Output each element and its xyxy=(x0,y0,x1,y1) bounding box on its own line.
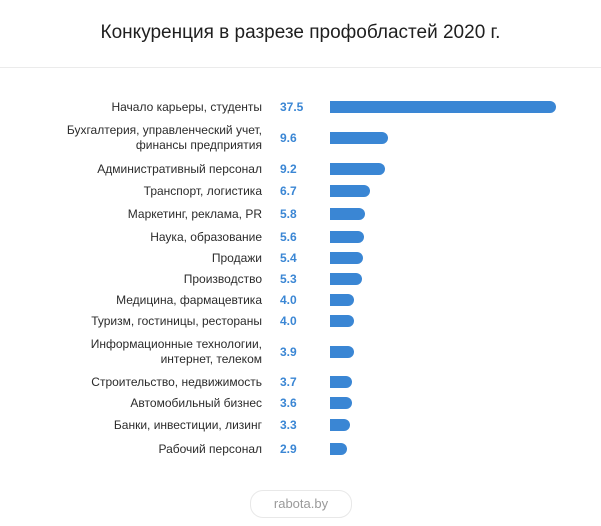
bar xyxy=(330,252,363,264)
category-label: Начало карьеры, студенты xyxy=(40,100,262,115)
category-label-line: Рабочий персонал xyxy=(158,441,262,456)
category-label: Производство xyxy=(40,272,262,287)
value-label: 2.9 xyxy=(280,441,297,456)
category-label: Банки, инвестиции, лизинг xyxy=(40,418,262,433)
category-label-line: Транспорт, логистика xyxy=(143,183,262,198)
bar xyxy=(330,132,388,144)
source-label: rabota.by xyxy=(250,490,352,518)
category-label-line: Продажи xyxy=(211,250,262,265)
value-label: 5.6 xyxy=(280,229,297,244)
value-label: 37.5 xyxy=(280,99,304,114)
value-label: 9.2 xyxy=(280,161,297,176)
category-label-line: Производство xyxy=(183,271,262,286)
value-label: 3.7 xyxy=(280,374,297,389)
category-label-line: Банки, инвестиции, лизинг xyxy=(113,417,262,432)
bar xyxy=(330,231,364,243)
category-label: Транспорт, логистика xyxy=(40,184,262,199)
category-label-line: Туризм, гостиницы, рестораны xyxy=(91,313,262,328)
category-label: Продажи xyxy=(40,251,262,266)
value-label: 3.9 xyxy=(280,344,297,359)
category-label-line: Информационные технологии, xyxy=(90,337,262,351)
category-label-line: Наука, образование xyxy=(150,229,262,244)
category-label: Медицина, фармацевтика xyxy=(40,293,262,308)
value-label: 5.4 xyxy=(280,250,297,265)
value-label: 9.6 xyxy=(280,130,297,145)
category-label-line: интернет, телеком xyxy=(160,352,262,366)
category-label-line: Медицина, фармацевтика xyxy=(116,292,262,307)
category-label: Рабочий персонал xyxy=(40,442,262,457)
title-divider xyxy=(0,67,601,68)
category-label-line: Бухгалтерия, управленческий учет, xyxy=(66,123,262,137)
category-label-line: Начало карьеры, студенты xyxy=(111,99,262,114)
bar xyxy=(330,294,354,306)
value-label: 4.0 xyxy=(280,292,297,307)
value-label: 4.0 xyxy=(280,313,297,328)
bar xyxy=(330,346,354,358)
value-label: 5.3 xyxy=(280,271,297,286)
value-label: 3.3 xyxy=(280,417,297,432)
category-label-line: финансы предприятия xyxy=(135,138,262,152)
value-label: 6.7 xyxy=(280,183,297,198)
bar xyxy=(330,208,365,220)
bar xyxy=(330,397,352,409)
category-label: Автомобильный бизнес xyxy=(40,396,262,411)
value-label: 5.8 xyxy=(280,206,297,221)
category-label: Строительство, недвижимость xyxy=(40,375,262,390)
bar xyxy=(330,273,362,285)
category-label: Информационные технологии, интернет, теле… xyxy=(40,337,262,367)
bar xyxy=(330,315,354,327)
value-label: 3.6 xyxy=(280,395,297,410)
category-label-line: Маркетинг, реклама, PR xyxy=(127,206,262,221)
category-label: Маркетинг, реклама, PR xyxy=(40,207,262,222)
bar xyxy=(330,185,370,197)
category-label: Административный персонал xyxy=(40,162,262,177)
category-label-line: Автомобильный бизнес xyxy=(130,395,262,410)
bar xyxy=(330,419,350,431)
bar xyxy=(330,163,385,175)
category-label: Туризм, гостиницы, рестораны xyxy=(40,314,262,329)
chart-title: Конкуренция в разрезе профобластей 2020 … xyxy=(100,22,501,43)
category-label-line: Административный персонал xyxy=(97,161,262,176)
bar xyxy=(330,101,556,113)
bar xyxy=(330,376,352,388)
bar xyxy=(330,443,347,455)
category-label-line: Строительство, недвижимость xyxy=(91,374,262,389)
category-label: Бухгалтерия, управленческий учет, финансы… xyxy=(40,123,262,153)
category-label: Наука, образование xyxy=(40,230,262,245)
